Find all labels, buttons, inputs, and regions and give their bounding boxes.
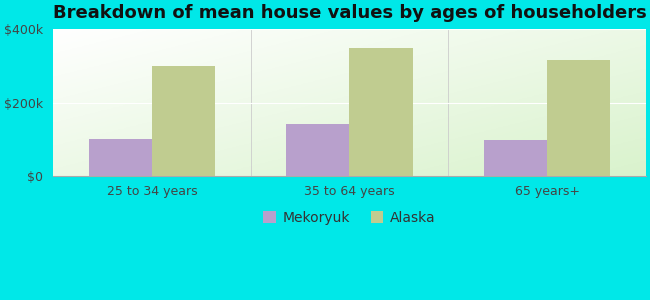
Title: Breakdown of mean house values by ages of householders: Breakdown of mean house values by ages o…: [53, 4, 646, 22]
Legend: Mekoryuk, Alaska: Mekoryuk, Alaska: [257, 205, 441, 230]
Bar: [350, 48, 413, 176]
Bar: [152, 66, 215, 176]
Bar: [286, 124, 350, 176]
Bar: [88, 139, 152, 176]
Bar: [484, 140, 547, 176]
Bar: [547, 60, 610, 176]
